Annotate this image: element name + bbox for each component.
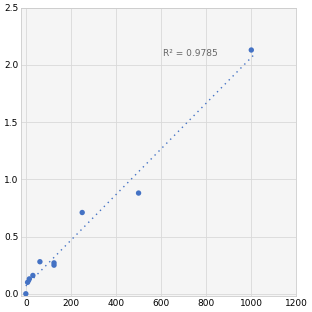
Point bbox=[30, 273, 35, 278]
Point bbox=[136, 191, 141, 196]
Point bbox=[51, 261, 56, 266]
Point bbox=[37, 259, 42, 264]
Point bbox=[249, 47, 254, 52]
Text: R² = 0.9785: R² = 0.9785 bbox=[163, 49, 218, 58]
Point bbox=[27, 276, 32, 281]
Point bbox=[51, 263, 56, 268]
Point bbox=[80, 210, 85, 215]
Point bbox=[25, 280, 30, 285]
Point bbox=[23, 291, 28, 296]
